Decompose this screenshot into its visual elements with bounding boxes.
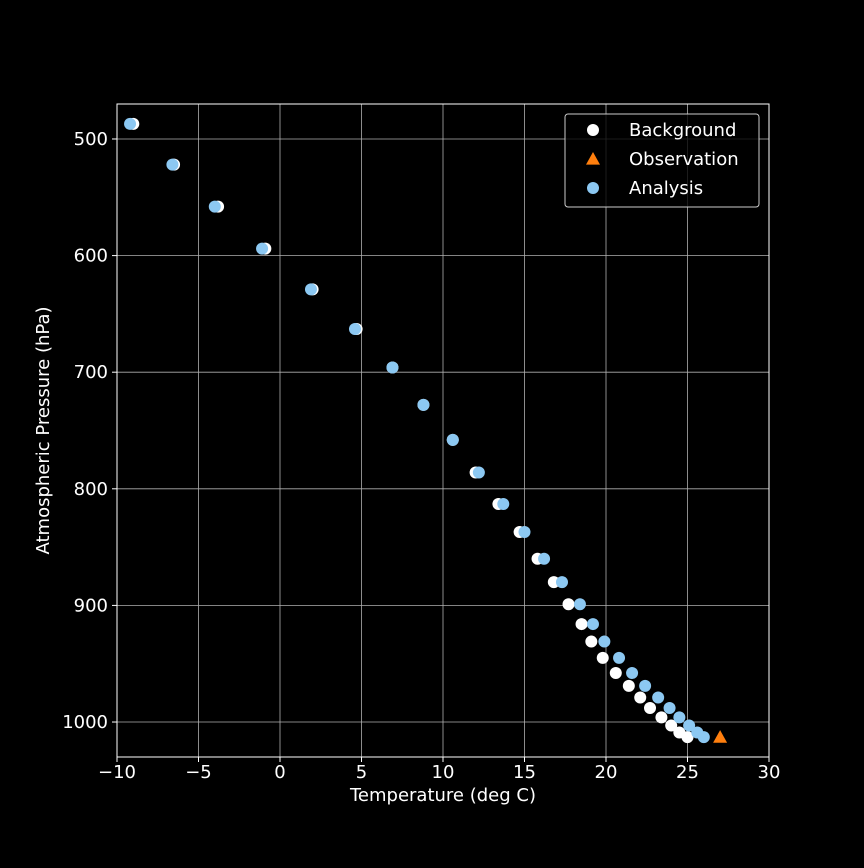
background-point — [644, 702, 657, 715]
analysis-point — [166, 158, 179, 171]
legend-marker-observation — [586, 152, 600, 165]
analysis-point — [208, 200, 221, 213]
x-tick-label: 15 — [513, 762, 536, 783]
legend-item-observation: Observation — [586, 149, 739, 170]
legend-label: Observation — [629, 149, 739, 170]
x-tick-label: 5 — [356, 762, 367, 783]
analysis-point — [386, 361, 399, 374]
analysis-point — [446, 433, 459, 446]
analysis-point — [497, 497, 510, 510]
analysis-point — [538, 552, 551, 565]
y-tick-label: 500 — [74, 129, 108, 150]
legend-box — [564, 113, 760, 208]
background-point — [665, 719, 678, 732]
x-tick-label: 10 — [432, 762, 455, 783]
analysis-point — [348, 323, 361, 336]
x-tick-label: 0 — [274, 762, 285, 783]
background-point — [634, 691, 647, 704]
y-tick-label: 600 — [74, 246, 108, 267]
legend-marker-background — [587, 124, 599, 136]
analysis-point — [124, 117, 137, 130]
legend-item-analysis: Analysis — [587, 178, 703, 199]
background-point — [681, 731, 694, 744]
legend: Background Observation Analysis — [564, 113, 760, 208]
background-point — [655, 711, 668, 724]
x-tick-label: −5 — [185, 762, 212, 783]
legend-marker-analysis — [587, 182, 599, 194]
observation-point — [713, 730, 728, 743]
legend-label: Background — [629, 120, 736, 141]
analysis-point — [573, 598, 586, 611]
analysis-point — [652, 691, 665, 704]
x-tick-label: −10 — [98, 762, 136, 783]
analysis-point — [586, 618, 599, 631]
analysis-point — [639, 679, 652, 692]
background-point — [609, 667, 622, 680]
analysis-point — [673, 711, 686, 724]
y-tick-label: 800 — [74, 479, 108, 500]
background-point — [622, 679, 635, 692]
analysis-point — [663, 702, 676, 715]
background-point — [562, 598, 575, 611]
legend-item-background: Background — [587, 120, 736, 141]
analysis-point — [683, 719, 696, 732]
y-tick-label: 1000 — [62, 712, 108, 733]
analysis-point — [598, 635, 611, 648]
analysis-point — [417, 398, 430, 411]
background-point — [596, 651, 609, 664]
x-axis-label: Temperature (deg C) — [349, 785, 536, 806]
legend-label: Analysis — [629, 178, 703, 199]
analysis-point — [518, 525, 531, 538]
y-axis-label: Atmospheric Pressure (hPa) — [33, 306, 54, 554]
analysis-point — [304, 283, 317, 296]
analysis-point — [472, 466, 485, 479]
analysis-point — [256, 242, 269, 255]
data-marks — [124, 117, 728, 744]
series-analysis — [124, 117, 710, 744]
y-tick-label: 700 — [74, 362, 108, 383]
x-tick-label: 30 — [758, 762, 781, 783]
axis-ticks: −10 −5 0 5 10 15 20 25 30 500 600 700 800 900 1000 — [62, 129, 780, 783]
x-tick-label: 25 — [676, 762, 699, 783]
x-tick-label: 20 — [595, 762, 618, 783]
background-point — [575, 618, 588, 631]
series-observation — [713, 730, 728, 743]
analysis-point — [697, 731, 710, 744]
analysis-point — [626, 667, 639, 680]
y-tick-label: 900 — [74, 595, 108, 616]
background-point — [585, 635, 598, 648]
analysis-point — [555, 576, 568, 589]
analysis-point — [613, 651, 626, 664]
